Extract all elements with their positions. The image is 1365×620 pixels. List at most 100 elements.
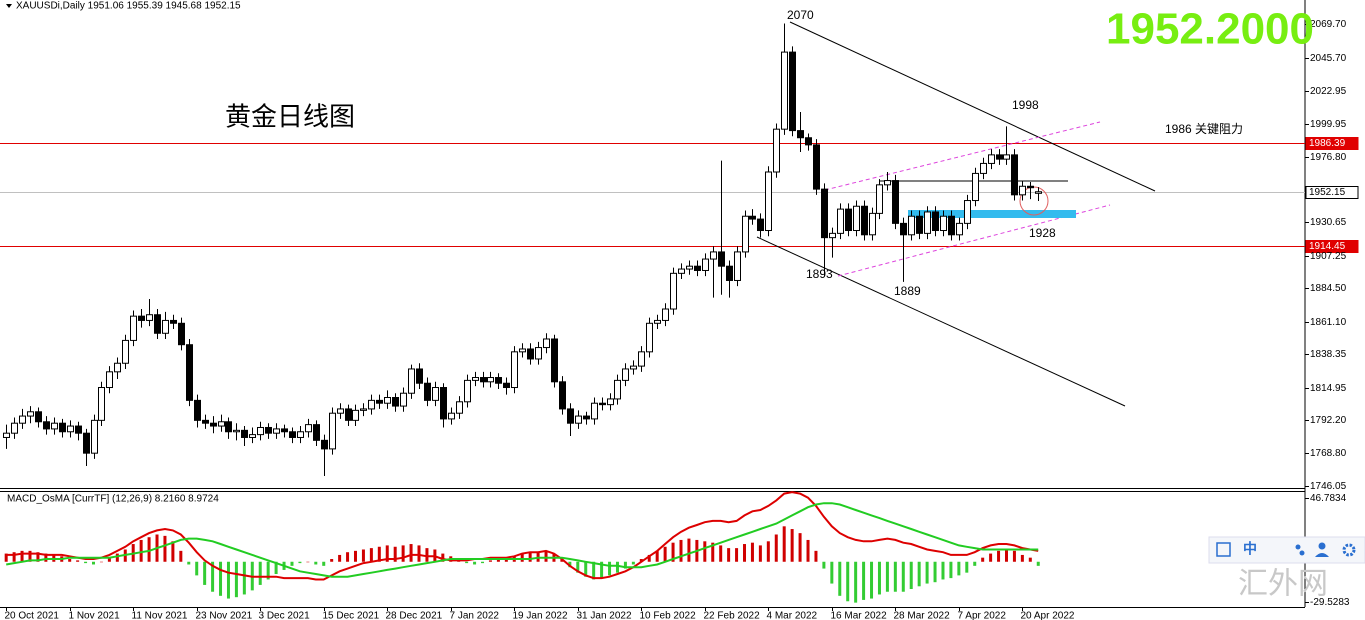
histogram-bar (163, 535, 167, 562)
channel-line (824, 121, 1101, 191)
big-price: 1952.2000 (1106, 5, 1314, 54)
y-tick-label: 2022.95 (1310, 86, 1347, 97)
candle-body (464, 379, 471, 403)
candle-body (257, 426, 264, 436)
histogram-bar (743, 544, 747, 562)
x-tick-label: 23 Nov 2021 (196, 611, 253, 620)
histogram-bar (385, 545, 389, 562)
x-tick-label: 7 Apr 2022 (958, 611, 1007, 620)
candle-body (408, 368, 415, 394)
histogram-bar (1028, 557, 1032, 562)
candle-body (416, 368, 423, 384)
candle-body (91, 419, 98, 454)
histogram-bar (933, 561, 937, 583)
language-button[interactable]: 中 (1243, 541, 1257, 557)
histogram-bar (346, 552, 350, 562)
candle-body (861, 205, 868, 236)
candle-body (845, 208, 852, 232)
histogram-bar (623, 561, 627, 569)
histogram-bar (1012, 550, 1016, 562)
price-box (1305, 186, 1359, 199)
candle-body (924, 211, 931, 234)
icon[interactable] (1299, 550, 1305, 556)
histogram-bar (353, 550, 357, 562)
candle-body (535, 347, 542, 360)
candle-body (35, 411, 42, 423)
candle-body (67, 425, 74, 433)
candle-body (781, 51, 788, 130)
histogram-bar (885, 561, 889, 592)
histogram-bar (242, 561, 246, 595)
candle-body (503, 382, 510, 389)
candle-body (210, 422, 217, 427)
collapse-arrow[interactable] (6, 4, 12, 8)
candle-body (337, 408, 344, 414)
candle-body (472, 377, 479, 381)
candle-body (440, 387, 447, 420)
candle-body (869, 212, 876, 236)
histogram-bar (600, 561, 604, 579)
annotation: 1889 (894, 284, 921, 298)
candle-body (511, 351, 518, 389)
histogram-bar (274, 561, 278, 575)
trend-line (756, 236, 1126, 407)
histogram-bar (949, 561, 953, 579)
x-tick-label: 31 Jan 2022 (577, 611, 632, 620)
candle-body (297, 431, 304, 438)
histogram-bar (99, 561, 103, 563)
candle-body (480, 377, 487, 383)
histogram-bar (647, 554, 651, 562)
histogram-bar (425, 548, 429, 562)
candle-body (114, 362, 121, 373)
candle-body (448, 412, 455, 420)
candle-body (27, 411, 34, 417)
candle-body (908, 215, 915, 236)
histogram-bar (203, 561, 207, 585)
histogram-bar (615, 561, 619, 573)
candle-body (106, 371, 113, 389)
candle-body (567, 408, 574, 424)
histogram-bar (107, 557, 111, 562)
y-tick-label: 1884.50 (1310, 283, 1347, 294)
candle-body (718, 251, 725, 267)
levels (0, 143, 1305, 247)
candle-body (345, 408, 352, 421)
histogram-bar (234, 561, 238, 598)
candle-body (805, 137, 812, 146)
candle-body (734, 251, 741, 281)
candle-body (1035, 191, 1042, 194)
histogram-bar (782, 526, 786, 562)
histogram-bar (115, 553, 119, 562)
histogram-bar (814, 550, 818, 562)
candle-body (591, 402, 598, 420)
toolbar-bg (1208, 536, 1365, 564)
icon[interactable] (1216, 542, 1231, 557)
icon[interactable] (1342, 543, 1356, 557)
icon[interactable] (1318, 542, 1326, 550)
histogram-bar (592, 561, 596, 580)
histogram-bar (520, 553, 524, 562)
icon[interactable] (1315, 553, 1329, 557)
candle-body (202, 419, 209, 424)
histogram-bar (1020, 554, 1024, 562)
candle-body (980, 162, 987, 174)
candle-body (1027, 185, 1034, 189)
y-tick-label: 1768.80 (1310, 448, 1347, 459)
icon[interactable] (1295, 544, 1301, 550)
histogram-bar (290, 561, 294, 566)
candle-body (384, 397, 391, 404)
x-tick-label: 11 Nov 2021 (132, 611, 188, 620)
candle-body (178, 322, 185, 346)
histogram-bar (893, 561, 897, 592)
histogram-bar (139, 539, 143, 562)
histogram-bar (306, 561, 310, 563)
drawings (756, 21, 1156, 407)
y-tick-label: 46.7834 (1310, 493, 1347, 504)
price-box-label: 1914.45 (1309, 241, 1346, 252)
support-zone (908, 210, 1076, 218)
candle-body (170, 319, 177, 324)
y-tick-label: 1792.20 (1310, 415, 1347, 426)
histogram-bar (639, 559, 643, 562)
candle-body (884, 180, 891, 186)
